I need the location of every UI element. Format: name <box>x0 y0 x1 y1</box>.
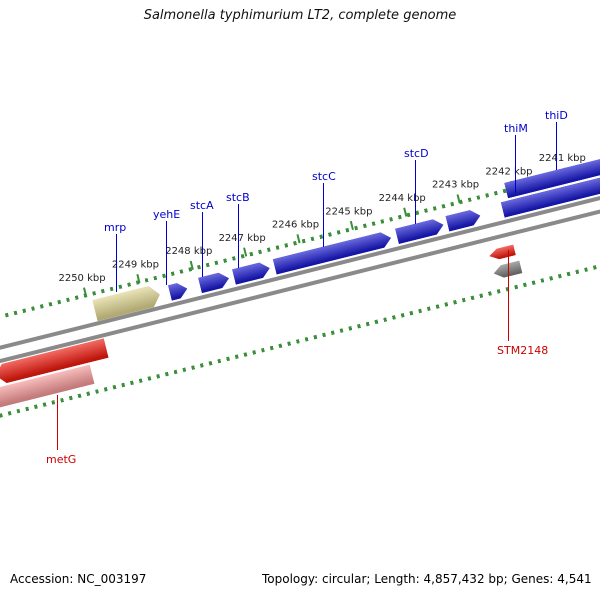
ruler-label: 2246 kbp <box>271 219 320 231</box>
gene-arrow-yehE[interactable] <box>168 281 189 301</box>
leader-line <box>323 183 324 247</box>
ruler-label: 2248 kbp <box>165 246 213 258</box>
leader-line <box>415 160 416 224</box>
leader-line <box>556 122 557 170</box>
gene-label-thiD[interactable]: thiD <box>545 109 568 122</box>
ruler-label: 2249 kbp <box>111 259 159 271</box>
genome-track: 2250 kbp 2249 kbp 2248 kbp 2247 kbp 2246 kbp… <box>0 118 600 476</box>
ruler-label: 2245 kbp <box>325 206 373 218</box>
gene-label-stcD[interactable]: stcD <box>404 147 429 160</box>
gene-label-thiM[interactable]: thiM <box>504 122 528 135</box>
page-title: Salmonella typhimurium LT2, complete gen… <box>143 8 457 23</box>
leader-line <box>166 221 167 285</box>
gene-label-yehE[interactable]: yehE <box>153 208 181 221</box>
ruler-label: 2244 kbp <box>378 193 426 205</box>
gene-label-metG[interactable]: metG <box>46 453 77 466</box>
ruler-label: 2250 kbp <box>58 272 106 284</box>
ruler-label: 2243 kbp <box>432 179 480 191</box>
ruler-label: 2247 kbp <box>218 232 266 244</box>
gene-label-mrp[interactable]: mrp <box>104 221 127 234</box>
leader-line <box>238 204 239 268</box>
gene-arrow-STM2148[interactable] <box>488 244 516 261</box>
leader-line <box>116 234 117 292</box>
gene-label-stcC[interactable]: stcC <box>312 170 336 183</box>
gene-label-STM2148[interactable]: STM2148 <box>497 344 549 357</box>
leader-line <box>202 212 203 277</box>
topology-text: Topology: circular; Length: 4,857,432 bp… <box>262 572 592 586</box>
leader-line <box>508 250 509 341</box>
leader-line <box>515 135 516 193</box>
accession-text: Accession: NC_003197 <box>10 572 147 586</box>
leader-line <box>57 395 58 450</box>
gene-label-stcA[interactable]: stcA <box>190 199 214 212</box>
gene-label-stcB[interactable]: stcB <box>226 191 250 204</box>
